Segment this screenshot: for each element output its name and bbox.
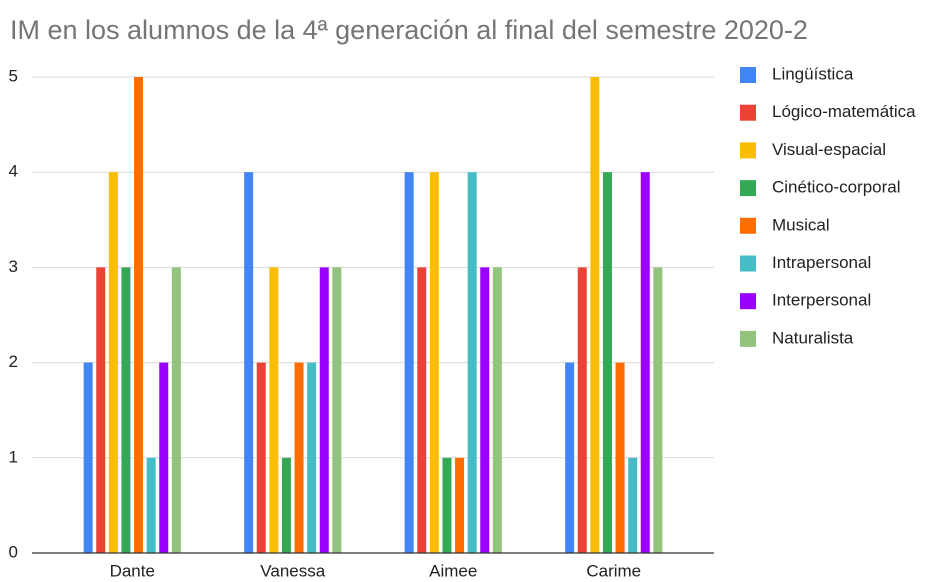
bar [628, 457, 638, 553]
bar [615, 362, 625, 553]
bar [171, 267, 181, 553]
bar [146, 457, 156, 553]
bar [653, 267, 663, 553]
legend-label: Naturalista [772, 328, 854, 347]
x-tick-label: Vanessa [260, 561, 325, 580]
x-tick-label: Dante [110, 561, 155, 580]
bar [244, 172, 254, 553]
legend-label: Musical [772, 215, 830, 234]
legend-label: Cinético-corporal [772, 178, 901, 197]
y-tick-label: 4 [9, 162, 18, 181]
bar [565, 362, 575, 553]
legend-swatch [740, 330, 756, 347]
bar [455, 457, 465, 553]
y-tick-label: 1 [9, 447, 18, 466]
bar [121, 267, 131, 553]
bar [83, 362, 93, 553]
y-tick-label: 0 [9, 542, 18, 561]
bar [134, 77, 144, 553]
bar [159, 362, 169, 553]
legend-label: Visual-espacial [772, 140, 886, 159]
bar [332, 267, 342, 553]
y-tick-label: 2 [9, 352, 18, 371]
bar [467, 172, 477, 553]
bar [577, 267, 587, 553]
bar [492, 267, 502, 553]
bar [590, 77, 600, 553]
legend-label: Lingüística [772, 64, 854, 83]
bar [319, 267, 329, 553]
legend-label: Interpersonal [772, 291, 871, 310]
bar [269, 267, 279, 553]
bar [281, 457, 291, 553]
bar [417, 267, 427, 553]
chart-title: IM en los alumnos de la 4ª generación al… [10, 15, 808, 45]
bar [307, 362, 317, 553]
legend-label: Intrapersonal [772, 253, 871, 272]
y-tick-label: 5 [9, 66, 18, 85]
legend-swatch [740, 67, 756, 83]
legend-swatch [740, 255, 756, 272]
bar [442, 457, 452, 553]
legend-swatch [740, 142, 756, 159]
legend-swatch [740, 104, 756, 121]
legend-swatch [740, 293, 756, 310]
bar [256, 362, 266, 553]
bar [429, 172, 439, 553]
bar [640, 172, 650, 553]
x-tick-label: Carime [586, 561, 641, 580]
bar [108, 172, 118, 553]
y-tick-label: 3 [9, 257, 18, 276]
bar [602, 172, 612, 553]
bar [96, 267, 106, 553]
x-tick-label: Aimee [429, 561, 477, 580]
legend-swatch [740, 180, 756, 197]
legend-label: Lógico-matemática [772, 102, 916, 121]
bar [480, 267, 490, 553]
bar [404, 172, 414, 553]
bar [294, 362, 304, 553]
legend-swatch [740, 217, 756, 234]
